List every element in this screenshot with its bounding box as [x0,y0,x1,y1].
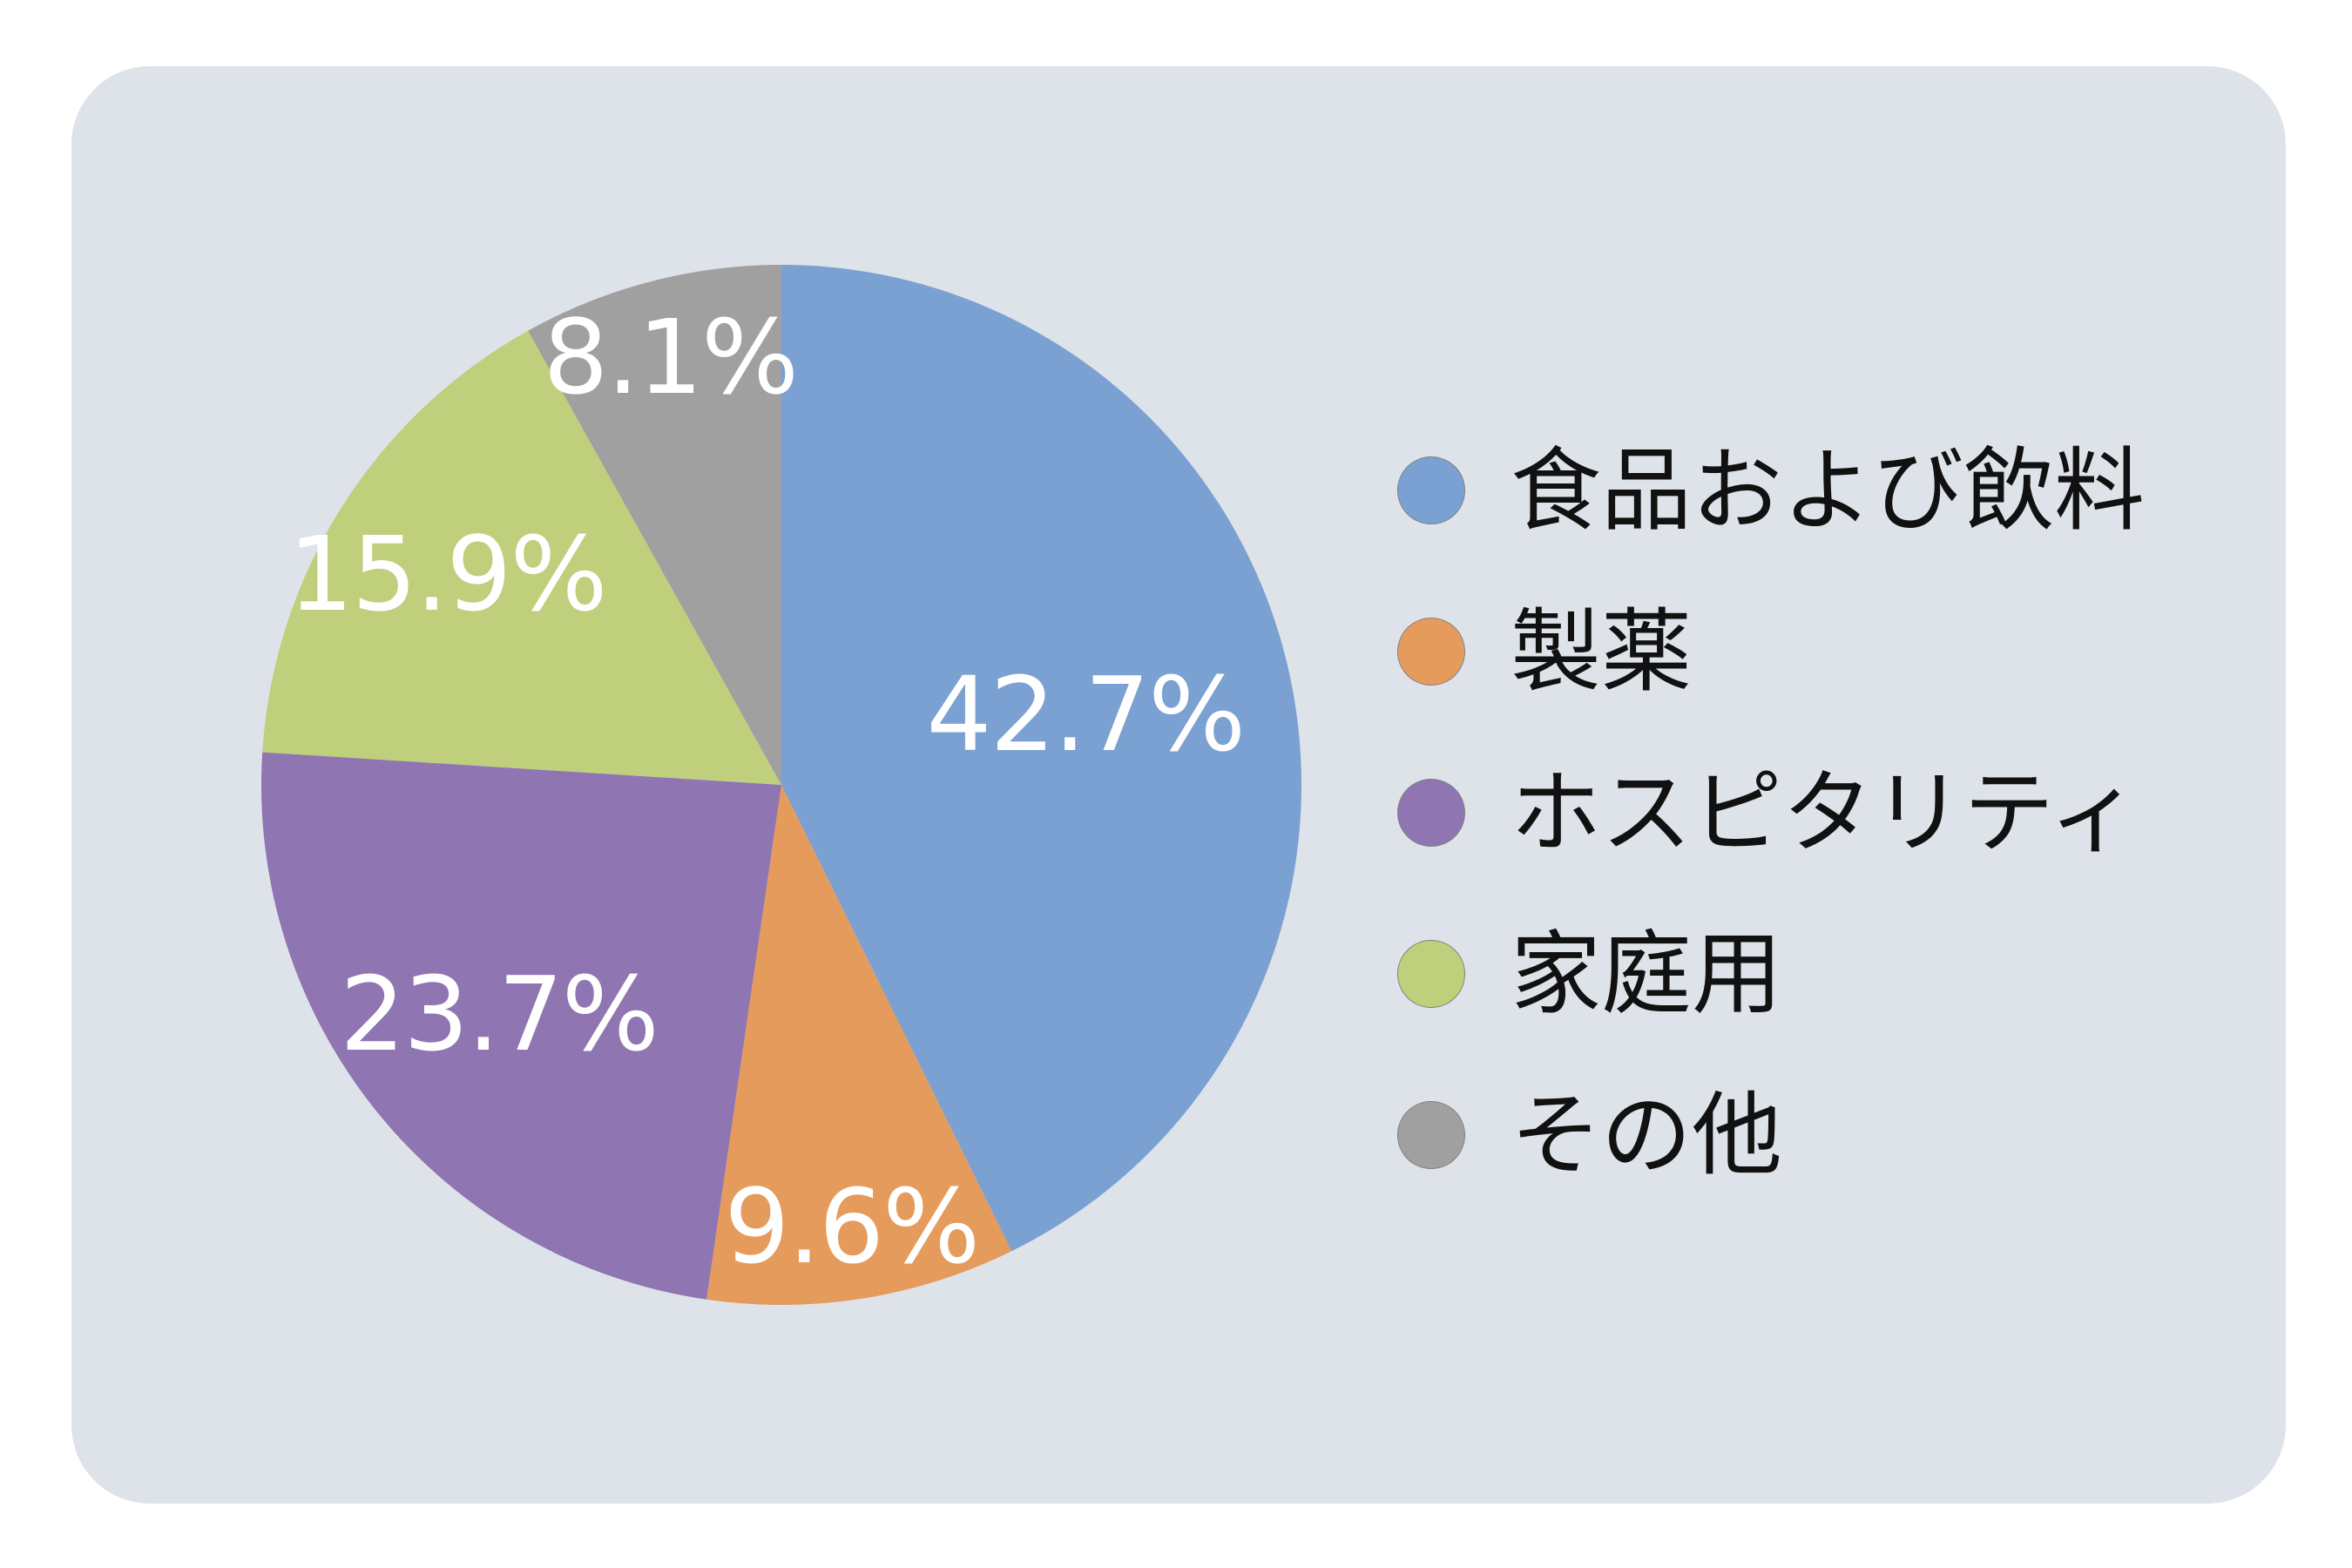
slice-label-food-beverage: 42.7% [926,653,1246,774]
legend-label-household: 家庭用 [1511,920,1783,1027]
slice-label-pharma: 9.6% [724,1166,980,1288]
pie-slice-food-beverage [781,265,1301,1252]
legend-label-food-beverage: 食品および飲料 [1511,436,2146,544]
legend-label-pharma: 製薬 [1511,598,1693,705]
pie-slice-household [262,330,781,785]
pie-slice-pharma [706,785,1012,1305]
legend-item-household: 家庭用 [1397,893,2145,1054]
legend-label-hospitality: ホスピタリティ [1511,759,2139,866]
legend-item-food-beverage: 食品および飲料 [1397,409,2145,571]
legend-swatch-household [1397,939,1465,1008]
legend-swatch-hospitality [1397,778,1465,847]
legend-label-other: その他 [1511,1081,1783,1188]
legend-swatch-food-beverage [1397,456,1465,524]
legend-item-hospitality: ホスピタリティ [1397,732,2145,893]
slice-label-other: 8.1% [543,296,799,417]
legend-item-other: その他 [1397,1054,2145,1215]
legend: 食品および飲料 製薬 ホスピタリティ 家庭用 その他 [1397,409,2145,1215]
legend-item-pharma: 製薬 [1397,571,2145,732]
legend-swatch-other [1397,1100,1465,1169]
pie-slice-hospitality [260,752,782,1300]
slice-label-hospitality: 23.7% [340,954,659,1075]
legend-swatch-pharma [1397,617,1465,686]
slice-label-household: 15.9% [287,514,608,635]
pie-slice-other [528,265,781,785]
